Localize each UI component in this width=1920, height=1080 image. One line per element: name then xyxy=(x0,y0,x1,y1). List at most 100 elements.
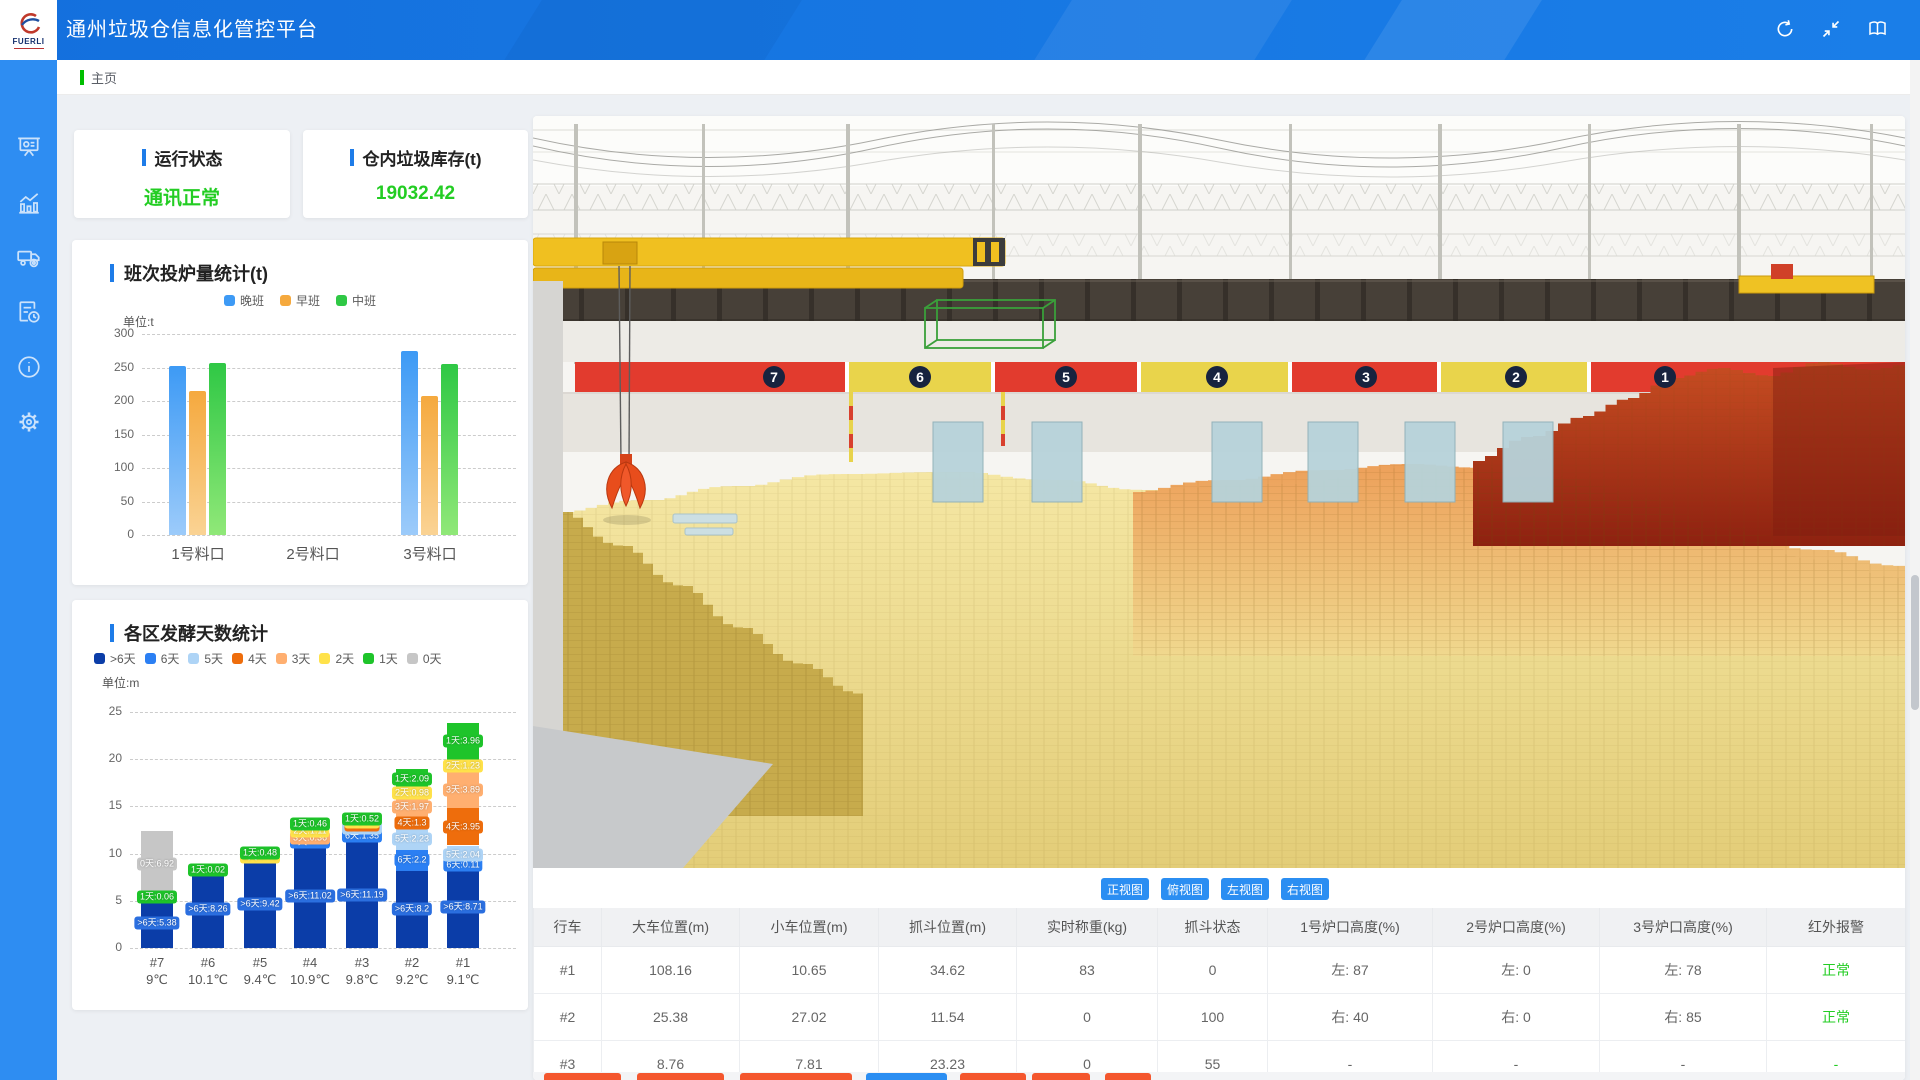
sidebar-item-dashboard[interactable] xyxy=(0,124,57,170)
column-header: 红外报警 xyxy=(1767,908,1906,947)
column-header: 2号炉口高度(%) xyxy=(1433,908,1600,947)
status-card-stock: 仓内垃圾库存(t) 19032.42 xyxy=(303,130,528,218)
fullscreen-icon[interactable] xyxy=(1816,14,1846,44)
segment-label: 2天:0.98 xyxy=(392,787,432,800)
equipment-slat xyxy=(673,514,737,523)
segment-label: 6天:2.2 xyxy=(394,854,429,867)
header-decoration xyxy=(1352,0,1548,60)
table-cell: 25.38 xyxy=(602,994,740,1041)
infrared-alarm-cell: 正常 xyxy=(1767,947,1906,994)
segment-label: >6天:5.38 xyxy=(134,916,179,929)
refresh-icon[interactable] xyxy=(1770,14,1800,44)
y-tick-label: 0 xyxy=(80,940,122,954)
table-row: #225.3827.0211.540100右: 40右: 0右: 85正常 xyxy=(534,994,1906,1041)
svg-text:3: 3 xyxy=(1362,369,1370,385)
logo-text: FUERLI xyxy=(13,37,45,46)
y-tick-label: 50 xyxy=(92,494,134,508)
settings-gear-icon xyxy=(16,409,42,435)
shift-chart-plot: 0501001502002503001号料口2号料口3号料口 xyxy=(72,240,528,585)
y-tick-label: 100 xyxy=(92,460,134,474)
segment-label: 4天:3.95 xyxy=(443,820,483,833)
run-status-value: 通讯正常 xyxy=(74,183,290,210)
sidebar-item-reports[interactable] xyxy=(0,289,57,335)
partial-button-4[interactable] xyxy=(866,1073,947,1080)
sidebar-item-vehicles[interactable] xyxy=(0,234,57,280)
svg-text:6: 6 xyxy=(916,369,924,385)
view-button-1[interactable]: 正视图 xyxy=(1101,878,1149,900)
bar-中班-1号料口 xyxy=(209,363,226,535)
x-category-label: 3号料口 xyxy=(385,543,475,564)
stacked-bar-#1: >6天:8.716天:0.115天:2.044天:3.953天:3.892天:1… xyxy=(447,712,479,948)
table-cell: 左: 0 xyxy=(1433,947,1600,994)
view-buttons-row: 正视图俯视图左视图右视图 xyxy=(533,878,1905,902)
breadcrumb-marker xyxy=(80,70,84,85)
column-header: 抓斗状态 xyxy=(1158,908,1268,947)
view-button-2[interactable]: 俯视图 xyxy=(1161,878,1209,900)
segment-label: 2天:1.23 xyxy=(443,759,483,772)
y-tick-label: 15 xyxy=(80,798,122,812)
header-decoration xyxy=(492,0,808,60)
y-tick-label: 200 xyxy=(92,393,134,407)
x-category-label: 1号料口 xyxy=(153,543,243,564)
table-cell: 右: 40 xyxy=(1268,994,1433,1041)
partial-button-6[interactable] xyxy=(1032,1073,1090,1080)
column-header: 3号炉口高度(%) xyxy=(1600,908,1767,947)
segment-label: >6天:8.2 xyxy=(392,903,432,916)
breadcrumb-bar: 主页 xyxy=(57,60,1920,95)
breadcrumb[interactable]: 主页 xyxy=(80,68,117,87)
crane-status-table: 行车大车位置(m)小车位置(m)抓斗位置(m)实时称重(kg)抓斗状态1号炉口高… xyxy=(533,908,1905,1080)
column-header: 大车位置(m) xyxy=(602,908,740,947)
table-cell: 100 xyxy=(1158,994,1268,1041)
scrollbar-track[interactable] xyxy=(1910,60,1920,1080)
table-cell: 34.62 xyxy=(879,947,1017,994)
report-clock-icon xyxy=(16,299,42,325)
app-root: FUERLI 通州垃圾仓信息化管控平台 xyxy=(0,0,1920,1080)
segment-label: >6天:8.26 xyxy=(185,903,230,916)
view-button-3[interactable]: 左视图 xyxy=(1221,878,1269,900)
partial-button-5[interactable] xyxy=(960,1073,1026,1080)
gridline xyxy=(142,334,516,335)
zone-temperature: 9.1℃ xyxy=(428,971,498,988)
partial-button-7[interactable] xyxy=(1105,1073,1151,1080)
bunker-3d-view[interactable]: 7 6 5 4 3 2 1 xyxy=(533,116,1905,868)
partial-button-3[interactable] xyxy=(740,1073,852,1080)
partial-button-2[interactable] xyxy=(637,1073,724,1080)
title-bar xyxy=(142,149,146,166)
equipment-slat xyxy=(685,528,733,535)
roof-truss xyxy=(533,184,1905,210)
manual-book-icon[interactable] xyxy=(1862,14,1892,44)
segment-label: >6天:11.02 xyxy=(285,889,335,902)
svg-text:5: 5 xyxy=(1062,369,1070,385)
bunker-3d-panel: 7 6 5 4 3 2 1 xyxy=(533,116,1905,1080)
table-cell: 0 xyxy=(1017,994,1158,1041)
stacked-bar-#3: >6天:11.196天:1.355天:0.364天:0.32天:0.21天:0.… xyxy=(346,712,378,948)
sidebar-item-statistics[interactable] xyxy=(0,180,57,226)
y-tick-label: 0 xyxy=(92,527,134,541)
sidebar-item-settings[interactable] xyxy=(0,399,57,445)
crane-1 xyxy=(533,238,1005,288)
segment-label: 3天:3.89 xyxy=(443,783,483,796)
segment-label: >6天:9.42 xyxy=(237,897,282,910)
column-header: 小车位置(m) xyxy=(740,908,879,947)
breadcrumb-label: 主页 xyxy=(91,68,117,87)
y-tick-label: 250 xyxy=(92,360,134,374)
stock-value: 19032.42 xyxy=(303,183,528,205)
sidebar-item-info[interactable] xyxy=(0,344,57,390)
bar-晚班-3号料口 xyxy=(401,351,418,535)
zone-id: #1 xyxy=(428,954,498,971)
partial-button-1[interactable] xyxy=(544,1073,621,1080)
column-header: 1号炉口高度(%) xyxy=(1268,908,1433,947)
scrollbar-thumb[interactable] xyxy=(1911,575,1919,710)
table-cell: 右: 0 xyxy=(1433,994,1600,1041)
run-status-title: 运行状态 xyxy=(155,145,223,170)
stacked-bar-#2: >6天:8.26天:2.25天:2.234天:1.33天:1.972天:0.98… xyxy=(396,712,428,948)
gridline xyxy=(142,368,516,369)
svg-text:2: 2 xyxy=(1512,369,1520,385)
segment-label: 3天:1.97 xyxy=(392,801,432,814)
truck-icon xyxy=(16,244,42,270)
view-button-4[interactable]: 右视图 xyxy=(1281,878,1329,900)
bar-早班-3号料口 xyxy=(421,396,438,535)
table-cell: 左: 87 xyxy=(1268,947,1433,994)
column-header: 行车 xyxy=(534,908,602,947)
bar-中班-3号料口 xyxy=(441,364,458,535)
